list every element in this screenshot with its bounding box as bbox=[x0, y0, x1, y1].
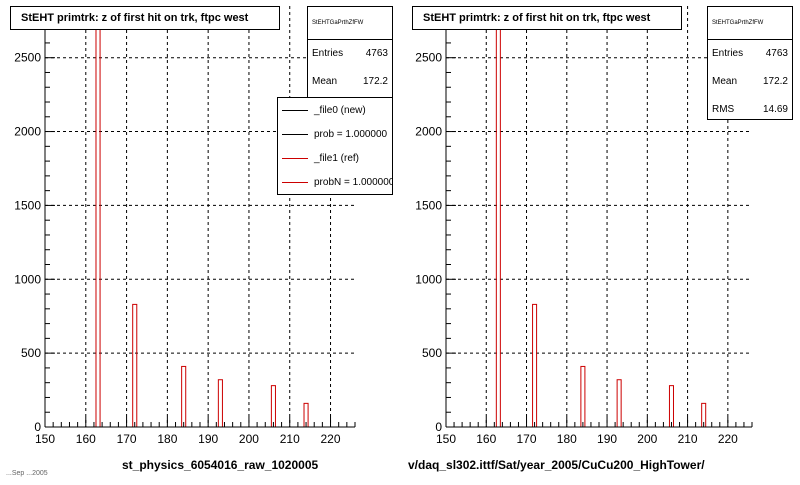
histogram-pad-left: 150 160 170 180 190 200 210 220 0 500 1000 1500 2000… bbox=[0, 0, 400, 480]
stats-name: StEHTGaPrthZfFW bbox=[708, 7, 792, 40]
x-tick-label: 170 bbox=[517, 432, 537, 446]
histogram-bar bbox=[270, 385, 276, 428]
legend-line-file0 bbox=[282, 109, 308, 111]
histogram-bar bbox=[668, 385, 674, 428]
x-axis-title-left: st_physics_6054016_raw_1020005 bbox=[122, 458, 319, 472]
x-tick-label: 150 bbox=[35, 432, 55, 446]
x-tick-label: 220 bbox=[321, 432, 341, 446]
histogram-bar bbox=[132, 303, 138, 428]
legend-entry-probn: probN = 1.000000 bbox=[278, 170, 392, 194]
legend-box: _file0 (new) prob = 1.000000 _file1 (ref… bbox=[277, 97, 393, 195]
y-tick-label: 2500 bbox=[14, 51, 41, 65]
x-tick-label: 220 bbox=[718, 432, 738, 446]
x-tick-label: 180 bbox=[157, 432, 177, 446]
y-tick-label: 2500 bbox=[415, 51, 442, 65]
y-tick-label: 0 bbox=[34, 420, 41, 434]
x-tick-label: 210 bbox=[678, 432, 698, 446]
legend-entry-file0: _file0 (new) bbox=[278, 98, 392, 122]
x-tick-label: 190 bbox=[597, 432, 617, 446]
x-tick-label: 160 bbox=[476, 432, 496, 446]
y-tick-label: 1500 bbox=[14, 198, 41, 212]
x-tick-label: 210 bbox=[280, 432, 300, 446]
stats-name: StEHTGaPrthZfFW bbox=[308, 7, 392, 40]
histogram-bar bbox=[616, 379, 622, 428]
histogram-bar bbox=[217, 379, 223, 428]
histogram-plot-right: 150 160 170 180 190 200 210 220 0 500 1000 1500 2000… bbox=[415, 6, 753, 446]
histogram-bar bbox=[495, 21, 501, 428]
stats-row-entries: Entries 4763 bbox=[312, 48, 388, 59]
x-tick-label: 170 bbox=[117, 432, 137, 446]
y-tick-label: 2000 bbox=[14, 125, 41, 139]
legend-entry-prob: prob = 1.000000 bbox=[278, 122, 392, 146]
x-tick-label: 180 bbox=[557, 432, 577, 446]
histogram-plot-left: 150 160 170 180 190 200 210 220 0 500 1000 1500 2000… bbox=[14, 6, 356, 446]
y-tick-label: 0 bbox=[435, 420, 442, 434]
x-tick-label: 200 bbox=[637, 432, 657, 446]
y-tick-label: 1000 bbox=[14, 272, 41, 286]
plot-title-right: StEHT primtrk: z of first hit on trk, ft… bbox=[412, 6, 682, 30]
x-tick-label: 190 bbox=[198, 432, 218, 446]
y-tick-label: 500 bbox=[21, 346, 41, 360]
legend-line-probn bbox=[282, 181, 308, 183]
histogram-bar bbox=[532, 303, 538, 428]
x-axis-title-right: v/daq_sl302.ittf/Sat/year_2005/CuCu200_H… bbox=[408, 458, 705, 472]
plot-title-left: StEHT primtrk: z of first hit on trk, ft… bbox=[10, 6, 280, 30]
x-tick-label: 200 bbox=[239, 432, 259, 446]
stats-row-entries: Entries 4763 bbox=[712, 48, 788, 59]
y-tick-label: 1500 bbox=[415, 198, 442, 212]
histogram-bar bbox=[95, 21, 101, 428]
histogram-bar bbox=[580, 365, 586, 428]
stats-row-mean: Mean 172.2 bbox=[712, 76, 788, 87]
footnote: ...Sep ...2005 bbox=[6, 470, 48, 477]
stats-row-rms: RMS 14.69 bbox=[712, 104, 788, 115]
y-tick-label: 1000 bbox=[415, 272, 442, 286]
legend-entry-file1: _file1 (ref) bbox=[278, 146, 392, 170]
x-tick-label: 160 bbox=[76, 432, 96, 446]
y-tick-label: 2000 bbox=[415, 125, 442, 139]
y-tick-label: 500 bbox=[422, 346, 442, 360]
histogram-pad-right: 150 160 170 180 190 200 210 220 0 500 1000 1500 2000… bbox=[400, 0, 800, 480]
stats-box-right: StEHTGaPrthZfFW Entries 4763 Mean 172.2 RM… bbox=[707, 6, 793, 120]
legend-line-file1 bbox=[282, 157, 308, 159]
stats-row-mean: Mean 172.2 bbox=[312, 76, 388, 87]
legend-line-prob bbox=[282, 133, 308, 135]
x-tick-label: 150 bbox=[436, 432, 456, 446]
histogram-bar bbox=[181, 365, 187, 428]
